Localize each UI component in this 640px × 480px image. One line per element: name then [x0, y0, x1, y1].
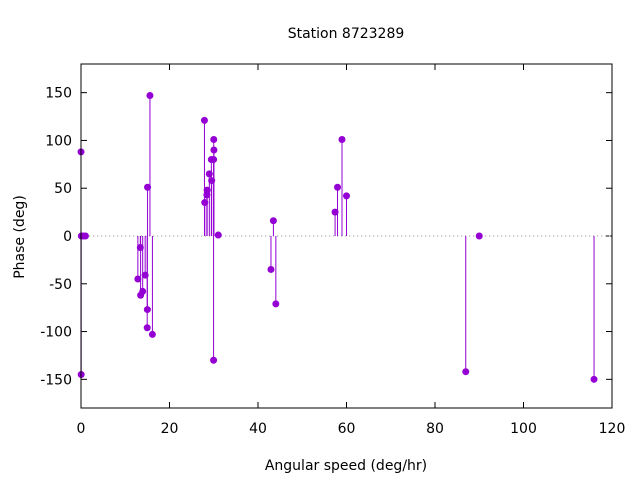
data-point: [214, 231, 222, 239]
data-point: [200, 116, 208, 124]
phase-series: [77, 92, 598, 383]
y-tick-label: 50: [54, 181, 72, 197]
y-tick-label: -100: [40, 325, 72, 341]
y-tick-label: 150: [45, 86, 72, 102]
x-tick-label: 20: [161, 421, 179, 437]
x-tick-label: 120: [599, 421, 626, 437]
data-point: [210, 156, 218, 164]
x-tick-label: 100: [510, 421, 537, 437]
data-point: [144, 183, 152, 191]
data-point: [590, 375, 598, 383]
plot-frame: [80, 63, 613, 409]
x-tick-label: 80: [426, 421, 444, 437]
data-point: [148, 330, 156, 338]
y-tick-label: 0: [63, 229, 72, 245]
data-point: [210, 356, 218, 364]
data-point: [203, 186, 211, 194]
data-point: [81, 232, 89, 240]
x-axis-ticks: 0 20 40 60 80 100 120: [77, 64, 626, 437]
y-axis-label: Phase (deg): [12, 195, 28, 279]
data-point: [143, 306, 151, 314]
data-point: [210, 135, 218, 143]
data-point: [136, 243, 144, 251]
x-axis-label: Angular speed (deg/hr): [265, 458, 427, 474]
data-point: [269, 217, 277, 225]
chart-title: Station 8723289: [288, 26, 405, 42]
data-point: [475, 232, 483, 240]
data-point: [210, 146, 218, 154]
data-point: [462, 368, 470, 376]
x-tick-label: 60: [338, 421, 356, 437]
data-point: [205, 170, 213, 178]
data-point: [146, 92, 154, 100]
data-point: [141, 271, 149, 279]
data-point: [272, 300, 280, 308]
data-point: [338, 135, 346, 143]
x-tick-label: 40: [249, 421, 267, 437]
x-tick-label: 0: [77, 421, 86, 437]
data-point: [134, 275, 142, 283]
data-point: [267, 265, 275, 273]
y-axis-ticks: -150 -100 -50 0 50 100 150: [40, 86, 612, 388]
data-point: [334, 183, 342, 191]
data-point: [139, 287, 147, 295]
y-tick-label: -150: [40, 372, 72, 388]
data-point: [208, 177, 216, 185]
y-tick-label: 100: [45, 133, 72, 149]
data-point: [343, 192, 350, 200]
y-tick-label: -50: [49, 277, 72, 293]
data-point: [331, 208, 339, 216]
data-point: [143, 324, 151, 332]
data-point: [201, 199, 209, 207]
